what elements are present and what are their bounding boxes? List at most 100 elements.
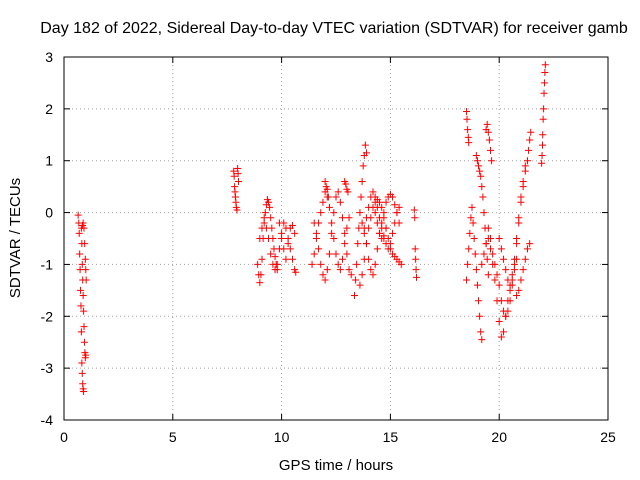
data-point — [540, 105, 548, 113]
data-point — [353, 260, 361, 268]
series-sat-z — [538, 61, 549, 167]
data-point — [466, 229, 474, 237]
y-tick-label: 0 — [45, 205, 53, 221]
data-point — [541, 69, 549, 77]
data-point — [282, 255, 290, 263]
data-point — [286, 245, 294, 253]
data-point — [321, 276, 329, 284]
data-point — [412, 255, 420, 263]
series-sat-t — [472, 152, 492, 279]
data-point — [477, 328, 485, 336]
data-point — [347, 271, 355, 279]
data-point — [391, 219, 399, 227]
data-point — [334, 260, 342, 268]
y-tick-label: 3 — [45, 49, 53, 65]
data-point — [317, 209, 325, 217]
data-point — [325, 250, 333, 258]
data-point — [519, 266, 527, 274]
data-point — [341, 240, 349, 248]
data-point — [497, 333, 505, 341]
data-point — [539, 115, 547, 123]
data-point — [506, 297, 514, 305]
x-axis-label: GPS time / hours — [279, 457, 393, 474]
data-point — [371, 193, 379, 201]
data-point — [495, 281, 503, 289]
data-point — [319, 271, 327, 279]
data-point — [75, 229, 83, 237]
data-point — [526, 240, 534, 248]
data-point — [513, 292, 521, 300]
data-point — [80, 307, 88, 315]
data-point — [467, 214, 475, 222]
data-point — [376, 214, 384, 222]
data-point — [540, 89, 548, 97]
data-point — [475, 162, 483, 170]
data-point — [230, 172, 238, 180]
series-sat-r — [463, 107, 473, 147]
data-point — [497, 245, 505, 253]
data-point — [369, 271, 377, 279]
data-point — [267, 214, 275, 222]
series-sat-q — [410, 206, 421, 281]
data-point — [468, 203, 476, 211]
data-point — [526, 136, 534, 144]
data-point — [410, 206, 418, 214]
data-point — [310, 250, 318, 258]
data-point — [464, 126, 472, 134]
series-sat-b — [77, 224, 90, 362]
data-point — [292, 268, 300, 276]
data-point — [328, 219, 336, 227]
data-point — [525, 146, 533, 154]
x-tick-label: 25 — [600, 429, 616, 445]
series-sat-x — [495, 162, 529, 289]
data-point — [371, 209, 379, 217]
data-point — [539, 131, 547, 139]
data-point — [369, 188, 377, 196]
data-point — [465, 245, 473, 253]
data-point — [262, 224, 270, 232]
plot-frame — [63, 56, 609, 421]
data-point — [395, 203, 403, 211]
data-point — [500, 328, 508, 336]
y-tick-label: 2 — [45, 101, 53, 117]
data-point — [376, 229, 384, 237]
data-point — [80, 338, 88, 346]
series-sat-e — [254, 196, 281, 287]
data-point — [478, 183, 486, 191]
data-point — [500, 255, 508, 263]
x-tick-label: 0 — [60, 429, 68, 445]
data-point — [328, 229, 336, 237]
data-point — [256, 279, 264, 287]
x-tick-label: 10 — [274, 429, 290, 445]
data-point — [502, 266, 510, 274]
data-point — [539, 141, 547, 149]
data-point — [484, 128, 492, 136]
data-point — [519, 177, 527, 185]
chart-title: Day 182 of 2022, Sidereal Day-to-day VTE… — [40, 20, 628, 37]
data-point — [330, 235, 338, 242]
data-point — [339, 255, 347, 263]
data-point — [360, 224, 368, 232]
data-point — [491, 260, 499, 268]
data-point — [517, 276, 525, 284]
data-point — [486, 146, 494, 154]
data-point — [308, 260, 316, 268]
data-point — [362, 214, 370, 222]
data-point — [477, 172, 485, 180]
data-point — [488, 157, 496, 165]
data-point — [74, 211, 82, 219]
data-point — [367, 266, 375, 274]
series-sat-s — [463, 203, 486, 344]
data-point — [504, 307, 512, 315]
data-point — [480, 250, 488, 258]
data-point — [475, 297, 483, 305]
data-point — [480, 209, 488, 217]
y-tick-label: -4 — [41, 412, 54, 428]
data-point — [510, 255, 518, 263]
data-point — [476, 312, 484, 320]
data-point — [473, 281, 481, 289]
data-point — [463, 115, 471, 123]
data-point — [478, 260, 486, 268]
data-point — [523, 245, 531, 253]
